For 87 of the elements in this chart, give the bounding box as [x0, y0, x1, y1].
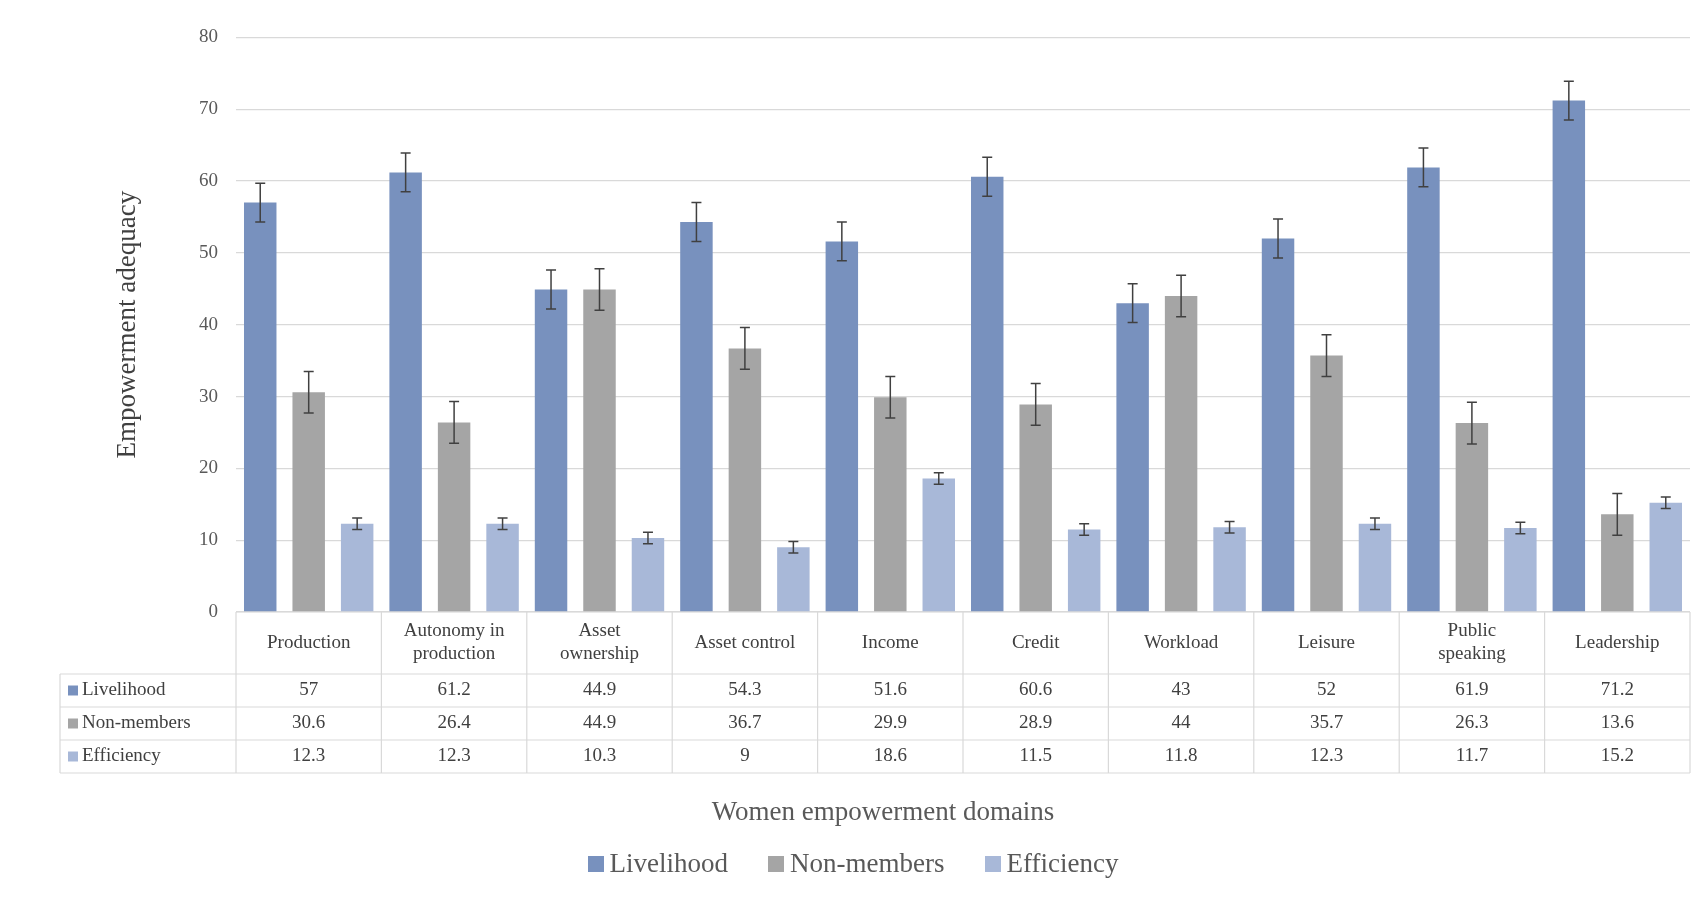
bar [1358, 523, 1392, 612]
x-tick-label: Production [267, 630, 351, 652]
bar [292, 392, 325, 612]
text: Efficiency [1006, 848, 1119, 878]
bar [1649, 502, 1682, 612]
legend-label: Non-members [82, 711, 191, 733]
bar [1310, 355, 1343, 612]
text: Non-members [790, 848, 945, 878]
x-tick-label: Autonomy in production [403, 619, 505, 664]
data-label: 54.3 [728, 678, 762, 700]
data-label: 28.9 [1019, 711, 1053, 733]
bar [389, 172, 422, 612]
data-label: 52 [1317, 678, 1336, 700]
data-label: 13.6 [1600, 711, 1634, 733]
data-label: 10.3 [582, 744, 617, 766]
bar [340, 523, 374, 612]
y-tick-label: 10 [199, 528, 218, 550]
bar [680, 221, 713, 612]
x-tick-label: Income [861, 630, 919, 652]
bar [1116, 303, 1149, 612]
data-label: 44.9 [582, 678, 617, 700]
bar [874, 397, 907, 612]
bar [1407, 167, 1440, 612]
bar [1019, 404, 1052, 612]
bar [1455, 423, 1489, 612]
data-label: 43 [1171, 678, 1191, 700]
data-label: 51.6 [873, 678, 907, 700]
x-axis-title: Women empowerment domains [711, 796, 1055, 827]
data-label: 12.3 [437, 744, 471, 766]
legend-label: Efficiency [82, 744, 162, 766]
bar [1261, 238, 1295, 612]
x-tick-label: Credit [1011, 630, 1061, 652]
data-label: 35.7 [1309, 711, 1344, 733]
y-tick-label: 20 [199, 456, 218, 478]
x-tick-label: Asset ownership [559, 619, 640, 664]
bar [583, 289, 616, 612]
y-tick-label: 30 [199, 384, 218, 406]
bar [437, 422, 471, 612]
bar [971, 176, 1004, 612]
bar [825, 241, 859, 612]
data-label: 44 [1171, 711, 1192, 733]
data-label: 71.2 [1600, 678, 1634, 700]
data-label: 11.7 [1455, 744, 1489, 766]
data-label: 15.2 [1600, 744, 1634, 766]
bar [534, 289, 568, 612]
bar [922, 478, 955, 612]
y-tick-label: 80 [199, 25, 218, 47]
legend-label: Livelihood [82, 678, 166, 700]
data-label: 12.3 [292, 744, 326, 766]
x-tick-label: Leisure [1298, 630, 1355, 652]
data-label: 11.8 [1164, 744, 1198, 766]
data-label: 11.5 [1019, 744, 1052, 766]
data-label: 9 [740, 744, 750, 766]
y-tick-label: 70 [199, 97, 218, 119]
y-tick-label: 40 [199, 312, 218, 334]
y-tick-label: 0 [208, 599, 218, 621]
text: Livelihood [609, 848, 729, 878]
x-tick-label: Asset control [694, 630, 796, 652]
y-tick-label: 50 [199, 240, 218, 262]
x-tick-label: Leadership [1575, 630, 1660, 652]
data-label: 61.2 [437, 678, 471, 700]
data-label: 44.9 [582, 711, 617, 733]
data-label: 61.9 [1455, 678, 1489, 700]
x-tick-label: Public speaking [1438, 619, 1507, 664]
bar [1164, 295, 1198, 612]
bar [1601, 514, 1634, 612]
bar [631, 538, 665, 612]
data-label: 36.7 [728, 711, 762, 733]
y-tick-label: 60 [199, 169, 218, 191]
bar [1552, 100, 1586, 612]
bar [1067, 529, 1101, 612]
x-tick-label: Workload [1143, 630, 1219, 652]
data-label: 18.6 [873, 744, 907, 766]
bar [1213, 527, 1246, 612]
bar [244, 202, 277, 612]
data-label: 29.9 [873, 711, 907, 733]
y-axis-title: Empowerment adequacy [111, 190, 142, 459]
bar [486, 523, 519, 612]
data-label: 60.6 [1019, 678, 1053, 700]
bar [728, 348, 762, 612]
bar [1504, 527, 1537, 612]
data-label: 12.3 [1309, 744, 1344, 766]
data-label: 26.3 [1455, 711, 1489, 733]
bar [777, 547, 810, 612]
data-label: 26.4 [437, 711, 472, 733]
data-label: 57 [299, 678, 319, 700]
data-label: 30.6 [292, 711, 326, 733]
